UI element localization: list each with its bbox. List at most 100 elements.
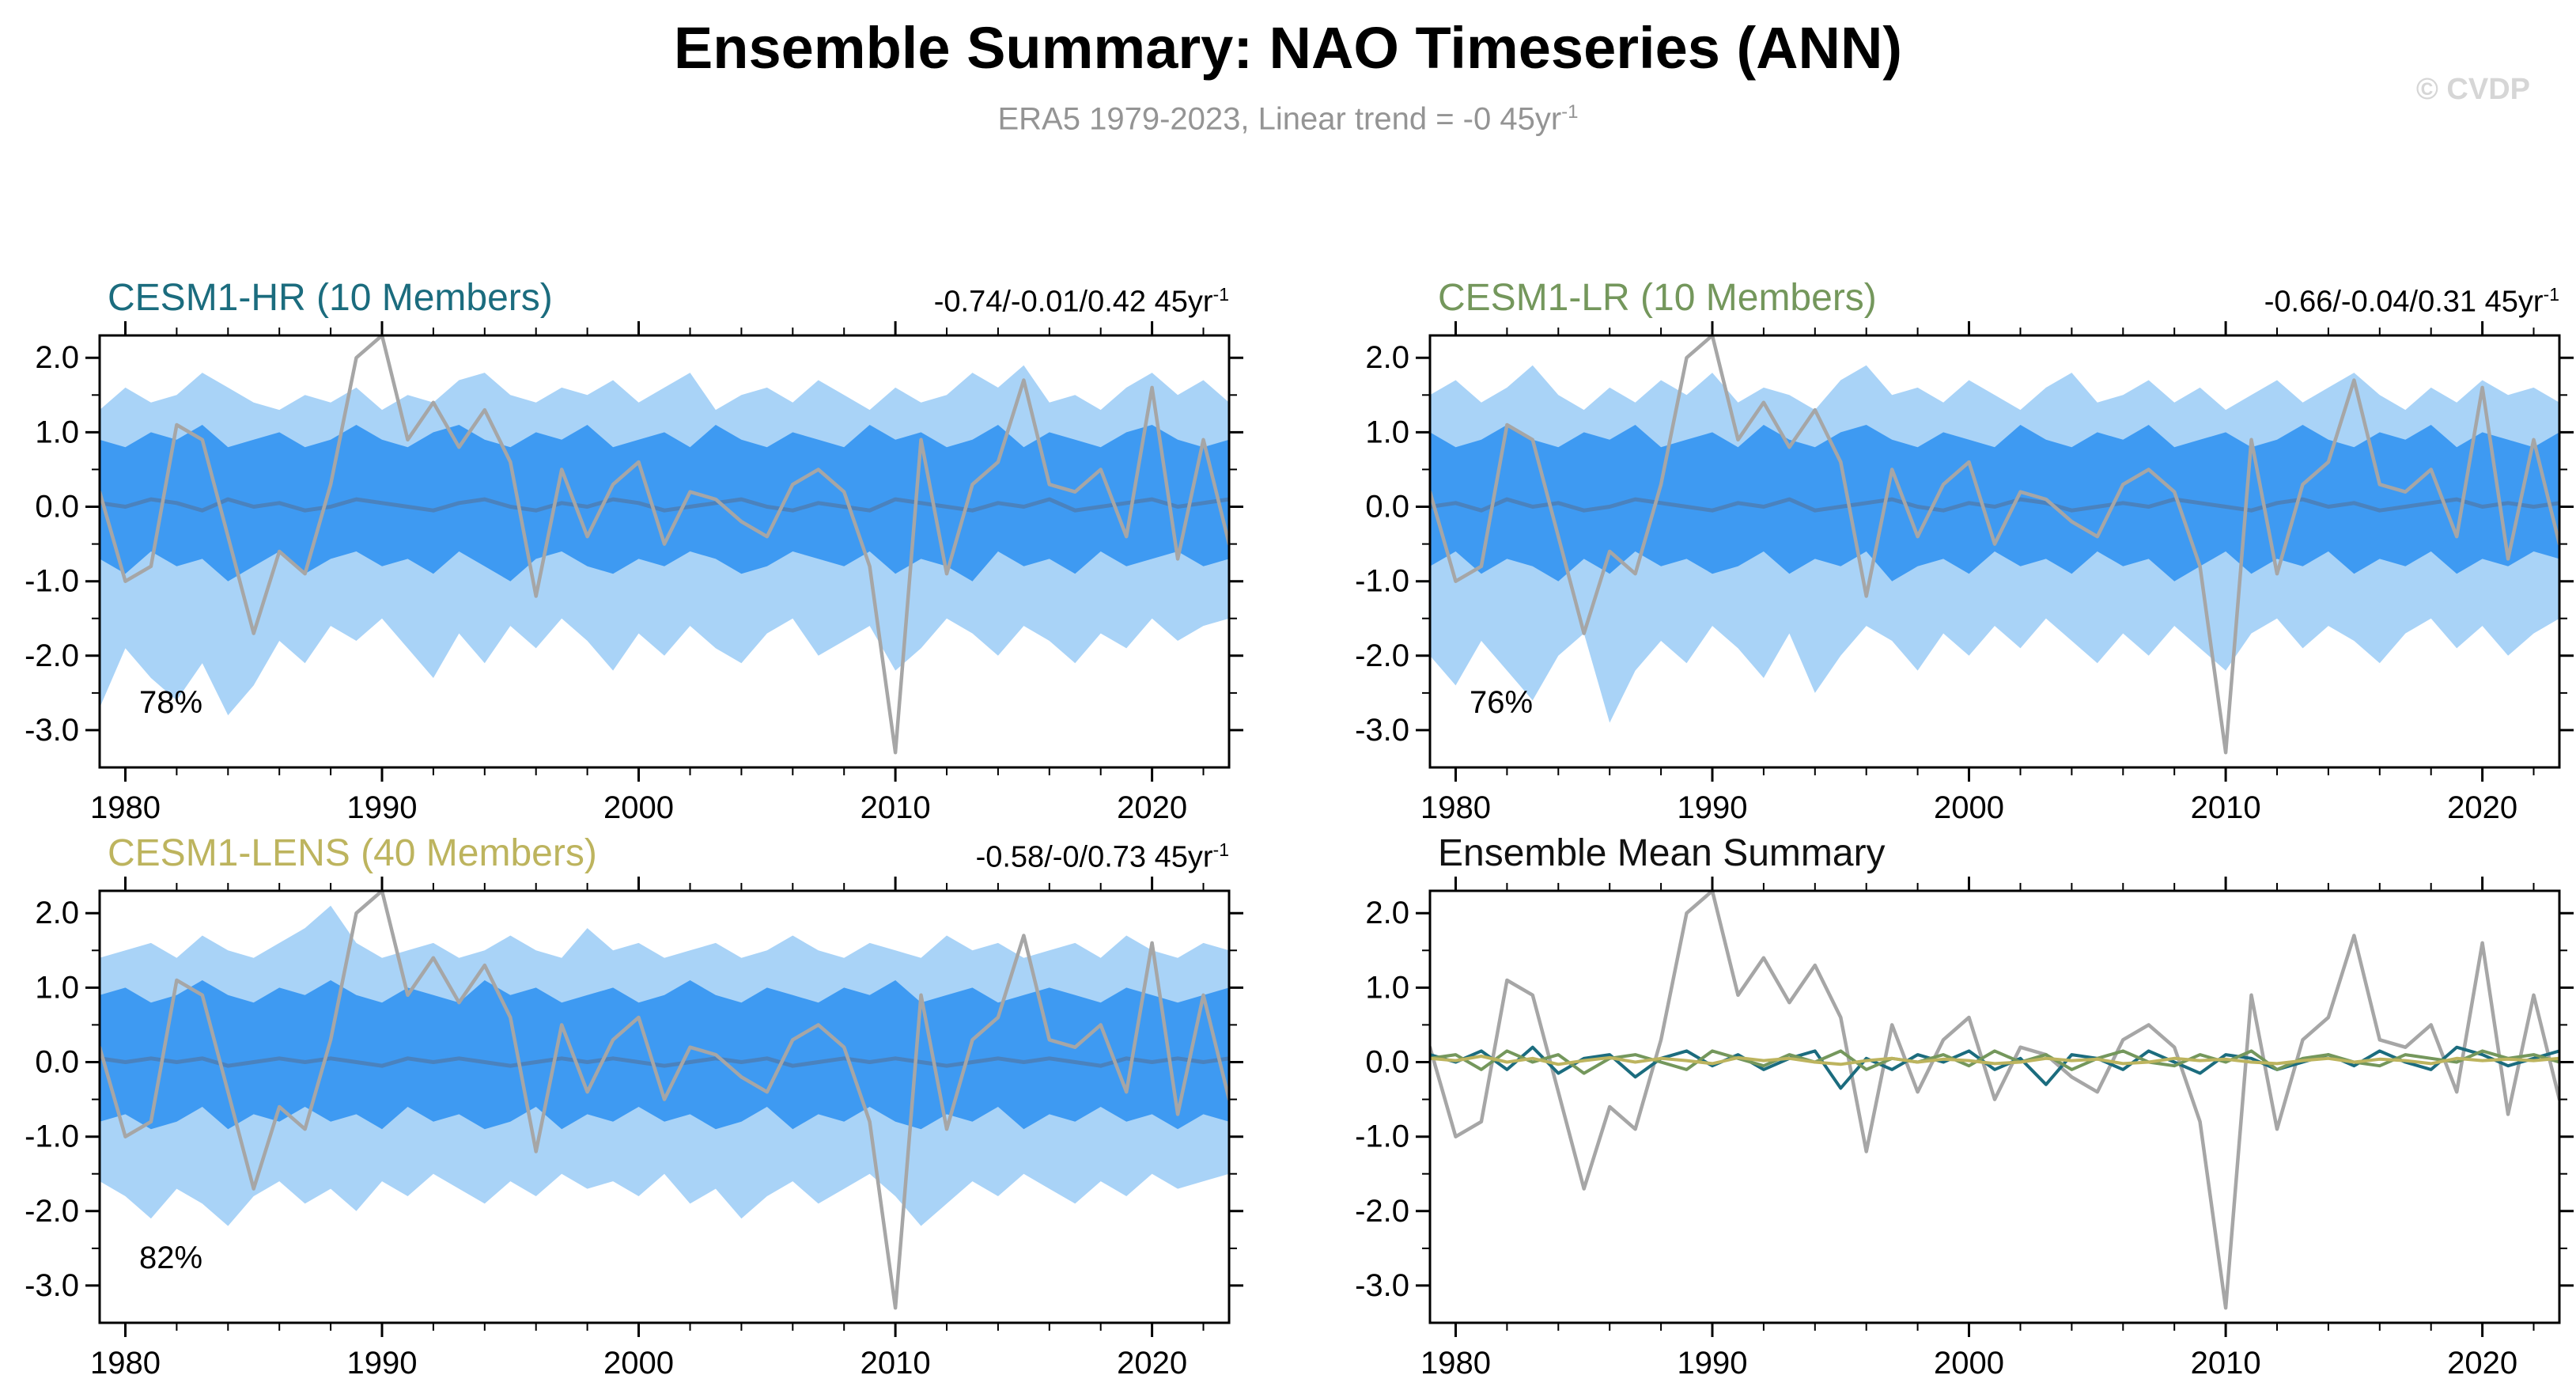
trend-value-cesm1-lr: -0.66/-0.04/0.31 45yr: [2264, 286, 2544, 319]
axis-frame: [1428, 334, 2561, 769]
svg-text:2020: 2020: [2447, 790, 2517, 825]
minor-ticks: [92, 328, 1237, 775]
tick-labels: 2.0 1.0 0.0 -1.0 -2.0 -3.0 1980 1990 2000 2010 202…: [1355, 896, 2517, 1381]
major-ticks: [1416, 877, 2574, 1337]
minor-ticks: [92, 883, 1237, 1331]
svg-text:2000: 2000: [1934, 1346, 2004, 1381]
figure-title: Ensemble Summary: NAO Timeseries (ANN): [673, 15, 1903, 81]
svg-text:1990: 1990: [1678, 1346, 1748, 1381]
major-ticks: [1416, 321, 2574, 782]
trend-value-cesm1-lens: -0.58/-0/0.73 45yr: [975, 841, 1213, 874]
svg-text:2020: 2020: [2447, 1346, 2517, 1381]
svg-text:0.0: 0.0: [1365, 1045, 1409, 1080]
svg-text:1.0: 1.0: [1365, 415, 1409, 449]
svg-text:1980: 1980: [90, 1346, 161, 1381]
svg-text:2000: 2000: [603, 790, 674, 825]
minor-ticks: [1422, 328, 2567, 775]
trend-superscript-cesm1-lr: -1: [2543, 284, 2559, 305]
svg-text:2010: 2010: [861, 790, 931, 825]
trend-superscript-cesm1-hr: -1: [1212, 284, 1229, 305]
tick-labels: 2.0 1.0 0.0 -1.0 -2.0 -3.0 1980 1990 2000 2010 202…: [1355, 340, 2517, 825]
svg-text:1990: 1990: [347, 790, 418, 825]
svg-text:-3.0: -3.0: [1355, 1268, 1409, 1303]
panel-title-summary: Ensemble Mean Summary: [1438, 832, 1886, 874]
tick-labels: 2.0 1.0 0.0 -1.0 -2.0 -3.0 1980 1990 2000 2010 202…: [25, 340, 1187, 825]
panel-ensemble-mean-summary: Ensemble Mean Summary 2.0 1.0 0.0 -1.0 -2.0 -…: [1345, 831, 2574, 1386]
trend-annotation-cesm1-lr: -0.66/-0.04/0.31 45yr-1: [2264, 284, 2559, 320]
trend-annotation-cesm1-hr: -0.74/-0.01/0.42 45yr-1: [934, 284, 1229, 320]
tick-labels: 2.0 1.0 0.0 -1.0 -2.0 -3.0 1980 1990 2000 2010 202…: [25, 896, 1187, 1381]
svg-text:2010: 2010: [2191, 790, 2261, 825]
agreement-label-cesm1-lens: 82%: [139, 1241, 203, 1275]
agreement-label-cesm1-hr: 78%: [139, 685, 203, 720]
svg-text:2010: 2010: [861, 1346, 931, 1381]
panel-cesm1-lr: CESM1-LR (10 Members) -0.66/-0.04/0.31 4…: [1345, 275, 2574, 831]
cvdp-watermark: © CVDP: [2415, 73, 2530, 106]
ensemble-mean-line: [1430, 497, 2559, 513]
svg-text:-1.0: -1.0: [1355, 564, 1409, 599]
svg-text:-2.0: -2.0: [25, 638, 79, 673]
ensemble-mean-line: [100, 1056, 1229, 1068]
major-ticks: [85, 877, 1243, 1337]
svg-text:0.0: 0.0: [35, 490, 79, 525]
timeseries-plot-cesm1-lr: 2.0 1.0 0.0 -1.0 -2.0 -3.0 1980 1990 2000 2010 202…: [1355, 321, 2574, 825]
minor-ticks: [1422, 883, 2567, 1331]
svg-text:2010: 2010: [2191, 1346, 2261, 1381]
figure-subtitle-text: ERA5 1979-2023, Linear trend = -0 45yr: [997, 101, 1562, 137]
svg-text:2.0: 2.0: [1365, 896, 1409, 930]
agreement-label-cesm1-lr: 76%: [1470, 685, 1534, 720]
figure-subtitle-superscript: -1: [1561, 101, 1579, 123]
summary-line-cesm1-lr: [1430, 1049, 2559, 1075]
svg-text:2000: 2000: [603, 1346, 674, 1381]
svg-text:-3.0: -3.0: [25, 713, 79, 748]
major-ticks: [85, 321, 1243, 782]
svg-text:-3.0: -3.0: [25, 1268, 79, 1303]
ensemble-mean-line: [100, 497, 1229, 513]
member-spread-band: [1430, 425, 2559, 581]
axis-frame: [98, 334, 1231, 769]
svg-text:1980: 1980: [1420, 1346, 1491, 1381]
svg-text:0.0: 0.0: [1365, 490, 1409, 525]
member-spread-band: [100, 425, 1229, 581]
timeseries-plot-summary: 2.0 1.0 0.0 -1.0 -2.0 -3.0 1980 1990 2000 2010 202…: [1355, 877, 2574, 1381]
svg-text:1.0: 1.0: [35, 415, 79, 449]
panel-header-cesm1-hr: CESM1-HR (10 Members) -0.74/-0.01/0.42 4…: [14, 275, 1239, 324]
svg-text:2020: 2020: [1117, 1346, 1187, 1381]
panel-cesm1-hr: CESM1-HR (10 Members) -0.74/-0.01/0.42 4…: [14, 275, 1243, 831]
panel-cesm1-lens: CESM1-LENS (40 Members) -0.58/-0/0.73 45…: [14, 831, 1243, 1386]
svg-text:2.0: 2.0: [1365, 340, 1409, 375]
panel-header-summary: Ensemble Mean Summary: [1345, 831, 2569, 880]
svg-text:2.0: 2.0: [35, 340, 79, 375]
svg-text:-2.0: -2.0: [25, 1194, 79, 1229]
trend-annotation-cesm1-lens: -0.58/-0/0.73 45yr-1: [976, 839, 1229, 875]
plot-layers: [100, 335, 1229, 755]
svg-text:-3.0: -3.0: [1355, 713, 1409, 748]
timeseries-plot-cesm1-hr: 2.0 1.0 0.0 -1.0 -2.0 -3.0 1980 1990 2000 2010 202…: [25, 321, 1243, 825]
trend-value-cesm1-hr: -0.74/-0.01/0.42 45yr: [933, 286, 1213, 319]
svg-text:1990: 1990: [347, 1346, 418, 1381]
panel-header-cesm1-lr: CESM1-LR (10 Members) -0.66/-0.04/0.31 4…: [1345, 275, 2569, 324]
trend-superscript-cesm1-lens: -1: [1212, 839, 1229, 861]
svg-text:-2.0: -2.0: [1355, 638, 1409, 673]
svg-text:1980: 1980: [1420, 790, 1491, 825]
panel-title-cesm1-hr: CESM1-HR (10 Members): [108, 277, 553, 319]
member-spread-band: [100, 980, 1229, 1130]
axis-frame: [1428, 889, 2561, 1324]
panel-title-cesm1-lens: CESM1-LENS (40 Members): [108, 832, 597, 874]
svg-text:2020: 2020: [1117, 790, 1187, 825]
svg-text:-1.0: -1.0: [1355, 1119, 1409, 1154]
observation-line: [100, 891, 1229, 1310]
svg-text:-1.0: -1.0: [25, 1119, 79, 1154]
svg-text:1980: 1980: [90, 790, 161, 825]
timeseries-plot-cesm1-lens: 2.0 1.0 0.0 -1.0 -2.0 -3.0 1980 1990 2000 2010 202…: [25, 877, 1243, 1381]
panel-header-cesm1-lens: CESM1-LENS (40 Members) -0.58/-0/0.73 45…: [14, 831, 1239, 880]
svg-text:-1.0: -1.0: [25, 564, 79, 599]
svg-text:1.0: 1.0: [35, 970, 79, 1005]
plot-layers: [1430, 335, 2559, 755]
observation-line: [1430, 891, 2559, 1310]
panel-title-cesm1-lr: CESM1-LR (10 Members): [1438, 277, 1877, 319]
summary-line-cesm1-lens: [1430, 1055, 2559, 1066]
figure-subtitle: ERA5 1979-2023, Linear trend = -0 45yr-1: [0, 101, 2576, 137]
observation-line: [100, 335, 1229, 755]
svg-text:2000: 2000: [1934, 790, 2004, 825]
